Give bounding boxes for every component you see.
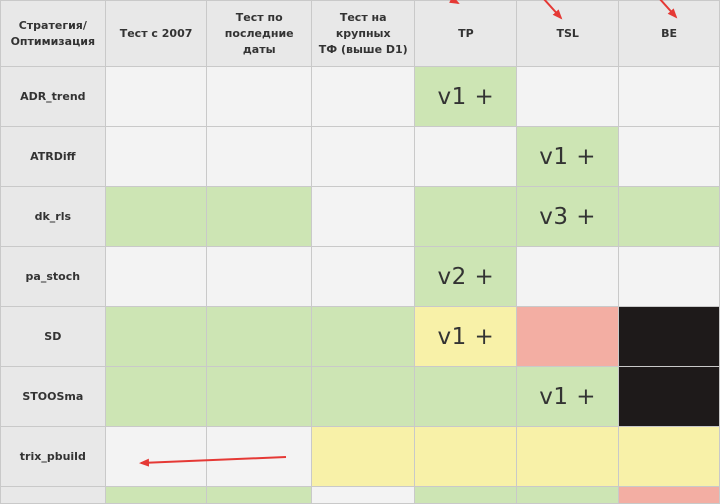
row-header-trix-pbuild: trix_pbuild: [0, 426, 106, 487]
column-header-strategy: Стратегия/Оптимизация: [0, 0, 106, 67]
grid-cell[interactable]: [310, 306, 416, 367]
column-header-6: BE: [618, 0, 720, 67]
grid-cell[interactable]: v1 +: [414, 66, 518, 127]
table-row: ATRDiff v1 +: [0, 126, 720, 187]
grid-cell[interactable]: [618, 306, 720, 367]
grid-cell[interactable]: [618, 186, 720, 247]
column-header-1: Тест с 2007: [104, 0, 208, 67]
grid-cell[interactable]: [516, 66, 620, 127]
grid-cell[interactable]: [414, 366, 518, 427]
column-header-3: Тест на крупных ТФ (выше D1): [310, 0, 416, 67]
grid-cell[interactable]: [104, 66, 208, 127]
table-row: trix_pbuild: [0, 426, 720, 487]
row-header-blank: [0, 486, 106, 504]
grid-cell[interactable]: [206, 486, 312, 504]
grid-cell[interactable]: [618, 426, 720, 487]
grid-cell[interactable]: [104, 366, 208, 427]
grid-cell[interactable]: v1 +: [516, 366, 620, 427]
grid-cell[interactable]: [310, 126, 416, 187]
grid-cell[interactable]: [310, 486, 416, 504]
column-header-label: TP: [458, 26, 474, 40]
grid-cell[interactable]: [618, 66, 720, 127]
grid-cell[interactable]: [618, 486, 720, 504]
grid-cell[interactable]: [414, 486, 518, 504]
row-header-dk-rls: dk_rls: [0, 186, 106, 247]
grid-cell[interactable]: [310, 186, 416, 247]
grid-cell[interactable]: [104, 186, 208, 247]
grid-cell[interactable]: [414, 186, 518, 247]
grid-cell[interactable]: [206, 126, 312, 187]
grid-cell[interactable]: [516, 306, 620, 367]
grid-cell[interactable]: [104, 126, 208, 187]
grid-cell[interactable]: v3 +: [516, 186, 620, 247]
column-header-4: TP: [414, 0, 518, 67]
table-row: pa_stoch v2 +: [0, 246, 720, 307]
cell-value: v1 +: [539, 143, 597, 170]
grid-cell[interactable]: [104, 306, 208, 367]
table-row: SD v1 +: [0, 306, 720, 367]
grid-cell[interactable]: [206, 306, 312, 367]
column-header-label: Тест на крупных: [335, 10, 391, 40]
row-header-atrdiff: ATRDiff: [0, 126, 106, 187]
grid-cell[interactable]: [618, 246, 720, 307]
table-row: STOOSma v1 +: [0, 366, 720, 427]
grid-cell[interactable]: [310, 366, 416, 427]
grid-cell[interactable]: [206, 426, 312, 487]
cell-value: v1 +: [437, 83, 495, 110]
cell-value: v1 +: [437, 323, 495, 350]
column-header-label: TSL: [556, 26, 579, 40]
header-row: Стратегия/Оптимизация Тест с 2007 Тест по п…: [0, 0, 720, 67]
grid-cell[interactable]: [516, 486, 620, 504]
column-header-label: Тест по: [235, 10, 283, 24]
cell-value: v2 +: [437, 263, 495, 290]
grid-cell[interactable]: v2 +: [414, 246, 518, 307]
grid-cell[interactable]: [310, 66, 416, 127]
column-header-label: BE: [661, 26, 677, 40]
grid-cell[interactable]: [206, 66, 312, 127]
row-header-sd: SD: [0, 306, 106, 367]
grid-cell[interactable]: [516, 426, 620, 487]
grid-cell[interactable]: [206, 366, 312, 427]
grid-cell[interactable]: [206, 246, 312, 307]
column-header-label: последние даты: [224, 26, 294, 56]
grid-cell[interactable]: [104, 426, 208, 487]
row-header-adr-trend: ADR_trend: [0, 66, 106, 127]
grid-cell[interactable]: v1 +: [516, 126, 620, 187]
grid-cell[interactable]: [104, 246, 208, 307]
row-header-stoosma: STOOSma: [0, 366, 106, 427]
column-header-5: TSL: [516, 0, 620, 67]
grid-cell[interactable]: [618, 366, 720, 427]
row-header-pa-stoch: pa_stoch: [0, 246, 106, 307]
column-header-label: ТФ (выше D1): [318, 42, 408, 56]
grid-cell[interactable]: [618, 126, 720, 187]
table-row: ADR_trend v1 +: [0, 66, 720, 127]
grid-cell[interactable]: [414, 126, 518, 187]
table-row: dk_rls v3 +: [0, 186, 720, 247]
column-header-label: Тест с 2007: [119, 26, 193, 40]
cell-value: v3 +: [539, 203, 597, 230]
grid-cell[interactable]: [310, 246, 416, 307]
grid-cell[interactable]: [310, 426, 416, 487]
grid-cell[interactable]: [516, 246, 620, 307]
column-header-label: Стратегия/: [18, 18, 87, 32]
table-row: [0, 486, 720, 504]
cell-value: v1 +: [539, 383, 597, 410]
grid-cell[interactable]: [414, 426, 518, 487]
grid-cell[interactable]: [206, 186, 312, 247]
grid-cell[interactable]: [104, 486, 208, 504]
column-header-2: Тест по последние даты: [206, 0, 312, 67]
column-header-label: Оптимизация: [10, 34, 96, 48]
grid-cell[interactable]: v1 +: [414, 306, 518, 367]
